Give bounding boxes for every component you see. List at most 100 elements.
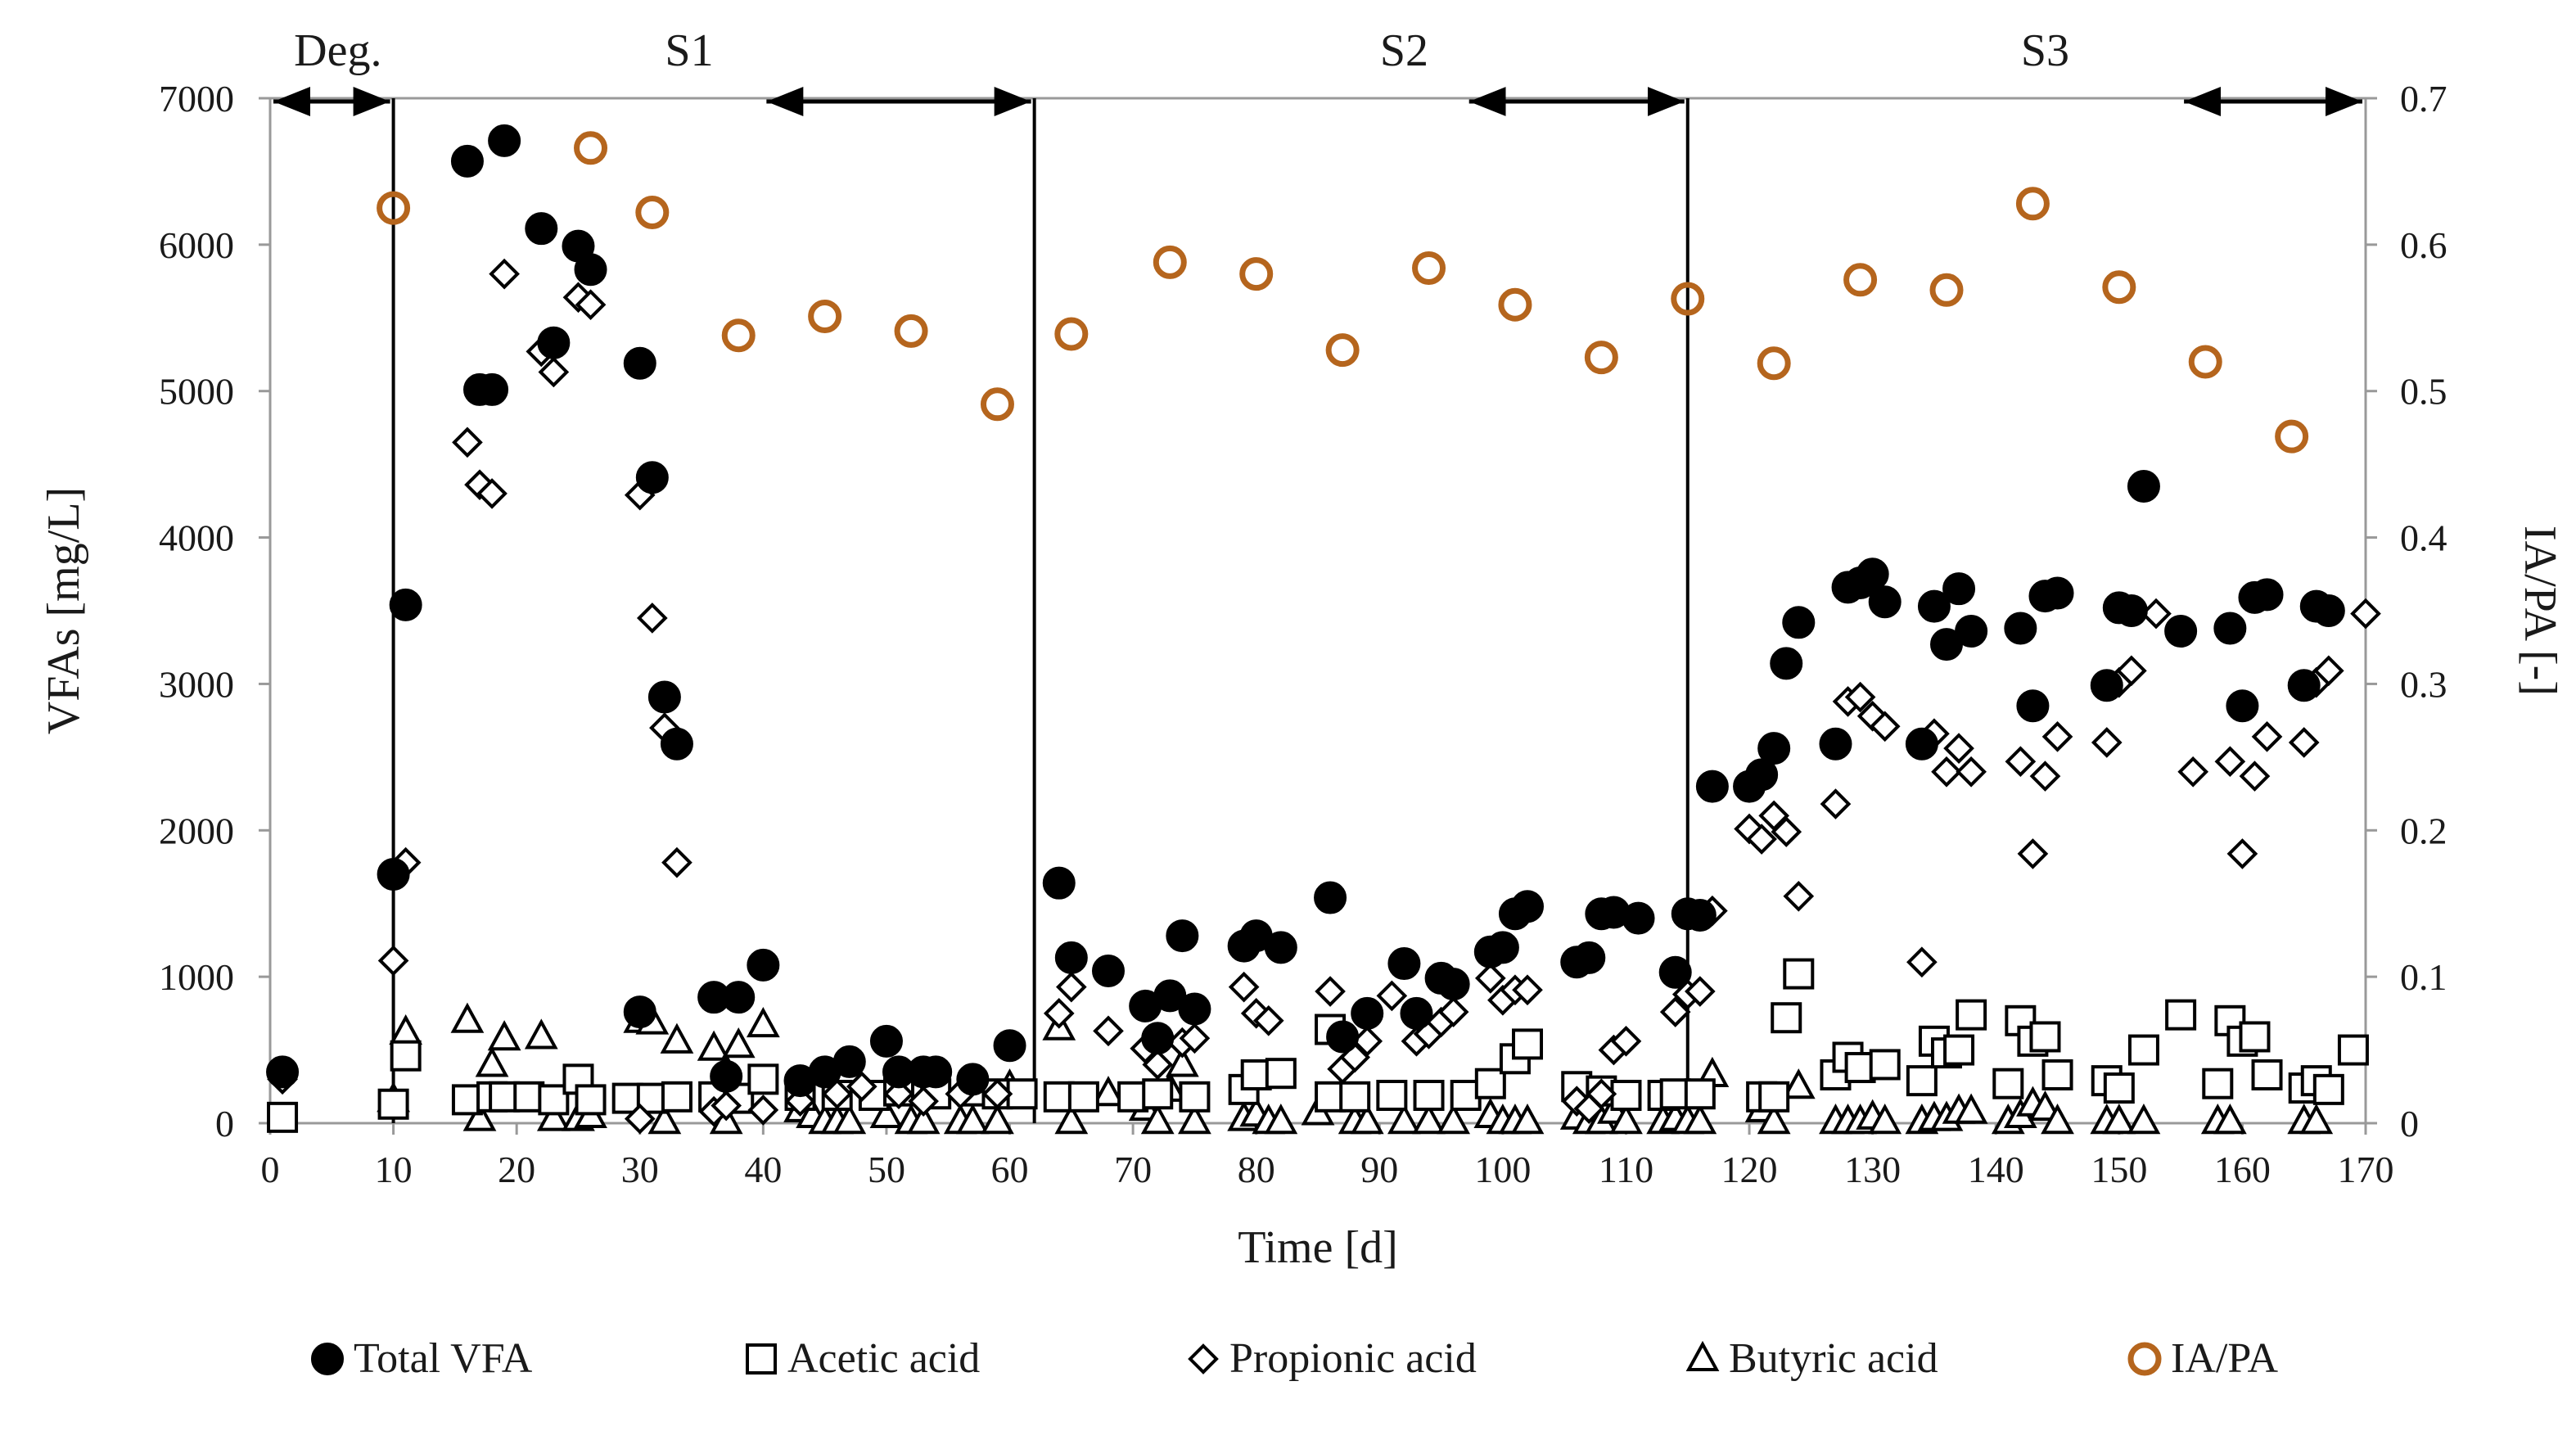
acetic-acid-point (1339, 1081, 1371, 1113)
legend-marker-acetic-acid (746, 1343, 777, 1375)
acetic-acid-point (1413, 1080, 1445, 1112)
x-tick-label: 80 (1238, 1149, 1275, 1190)
butyric-acid-point (1781, 1068, 1816, 1099)
total-vfa-point (1757, 732, 1791, 765)
propionic-acid-point (1252, 1004, 1284, 1036)
butyric-acid-point (647, 1104, 682, 1135)
acetic-acid-point (1610, 1080, 1642, 1112)
ia-pa-point (1584, 341, 1618, 375)
propionic-acid-point (908, 1086, 939, 1117)
ia-pa-point (721, 318, 756, 353)
total-vfa-point (574, 253, 607, 287)
butyric-acid-point (2213, 1104, 2247, 1135)
acetic-acid-point (2251, 1059, 2283, 1090)
propionic-acid-point (2288, 727, 2320, 758)
x-tick-label: 10 (375, 1149, 413, 1190)
total-vfa-point (869, 1024, 903, 1058)
propionic-acid-point (1610, 1026, 1642, 1057)
legend-label-ia-pa: IA/PA (2171, 1335, 2278, 1382)
propionic-acid-point (377, 945, 409, 977)
x-tick-label: 140 (1968, 1149, 2024, 1190)
acetic-acid-point (1956, 999, 1987, 1031)
butyric-acid-point (1437, 1104, 1471, 1135)
y-tick-label: 5000 (159, 371, 234, 413)
total-vfa-point (623, 346, 656, 380)
y-tick-label: 7000 (159, 78, 234, 120)
propionic-acid-point (2029, 761, 2061, 792)
total-vfa-point (623, 995, 656, 1029)
total-vfa-point (1178, 992, 1211, 1026)
x-axis-title: Time [d] (1238, 1222, 1398, 1273)
butyric-acid-point (1609, 1104, 1643, 1135)
total-vfa-point (832, 1045, 866, 1078)
propionic-acid-point (1142, 1049, 1174, 1081)
ia-pa-point (2102, 270, 2136, 305)
total-vfa-point (1856, 557, 1889, 591)
y-tick-label: 3000 (159, 663, 234, 705)
total-vfa-point (1092, 954, 1125, 987)
x-tick-label: 40 (744, 1149, 782, 1190)
total-vfa-point (2164, 615, 2198, 648)
x-tick-label: 60 (991, 1149, 1029, 1190)
total-vfa-point (1622, 901, 1655, 935)
propionic-acid-point (1315, 976, 1346, 1007)
acetic-acid-point (2202, 1068, 2234, 1099)
y2-tick-label: 0.5 (2400, 371, 2447, 413)
legend-item-total-vfa: Total VFA (311, 1335, 533, 1382)
legend-label-total-vfa: Total VFA (354, 1335, 533, 1382)
total-vfa-point (1387, 947, 1421, 981)
y2-tick-label: 0.6 (2400, 224, 2447, 266)
butyric-acid-point (1387, 1104, 1421, 1135)
x-tick-label: 20 (498, 1149, 535, 1190)
total-vfa-point (389, 588, 422, 621)
legend-label-acetic-acid: Acetic acid (787, 1335, 980, 1382)
total-vfa-point (1351, 996, 1384, 1030)
total-vfa-point (525, 212, 558, 246)
total-vfa-point (377, 857, 410, 891)
total-vfa-point (1782, 606, 1816, 639)
acetic-acid-point (1992, 1068, 2024, 1099)
butyric-acid-point (487, 1020, 521, 1051)
y2-tick-label: 0.7 (2400, 78, 2447, 120)
total-vfa-point (1770, 647, 1803, 680)
acetic-acid-point (267, 1101, 299, 1133)
ia-pa-point (377, 191, 411, 225)
total-vfa-point (1141, 1022, 1175, 1055)
ia-pa-point (574, 131, 608, 165)
series-ia-pa (377, 131, 2309, 454)
acetic-acid-point (2239, 1021, 2271, 1053)
ia-pa-point (2188, 345, 2222, 379)
butyric-acid-point (955, 1104, 990, 1135)
legend-label-propionic-acid: Propionic acid (1229, 1335, 1477, 1382)
butyric-acid-point (1140, 1104, 1175, 1135)
total-vfa-point (956, 1063, 990, 1096)
butyric-acid-point (1510, 1104, 1545, 1135)
ia-pa-point (1239, 257, 1274, 291)
butyric-acid-point (1412, 1104, 1446, 1135)
propionic-acid-point (711, 1090, 742, 1122)
propionic-acid-point (1931, 756, 1962, 788)
total-vfa-point (1868, 585, 1902, 619)
total-vfa-point (722, 981, 756, 1014)
ia-pa-point (2015, 187, 2050, 221)
acetic-acid-point (1758, 1081, 1790, 1113)
propionic-acid-point (661, 846, 692, 878)
y-tick-label: 0 (215, 1103, 234, 1144)
butyric-acid-point (536, 1100, 571, 1131)
propionic-acid-point (1093, 1015, 1124, 1047)
total-vfa-point (450, 144, 484, 178)
total-vfa-point (1264, 931, 1297, 964)
propionic-acid-point (1376, 980, 1408, 1012)
butyric-acid-point (906, 1104, 941, 1135)
butyric-acid-point (721, 1027, 756, 1059)
propionic-acid-point (1783, 880, 1815, 912)
propionic-acid-point (2017, 838, 2049, 869)
butyric-acid-point (462, 1100, 497, 1131)
acetic-acid-point (1906, 1065, 1938, 1097)
butyric-acid-point (450, 1002, 485, 1033)
total-vfa-point (1658, 955, 1692, 989)
ia-pa-point (894, 314, 928, 348)
propionic-acid-point (2214, 746, 2246, 778)
butyric-acid-point (1350, 1104, 1384, 1135)
